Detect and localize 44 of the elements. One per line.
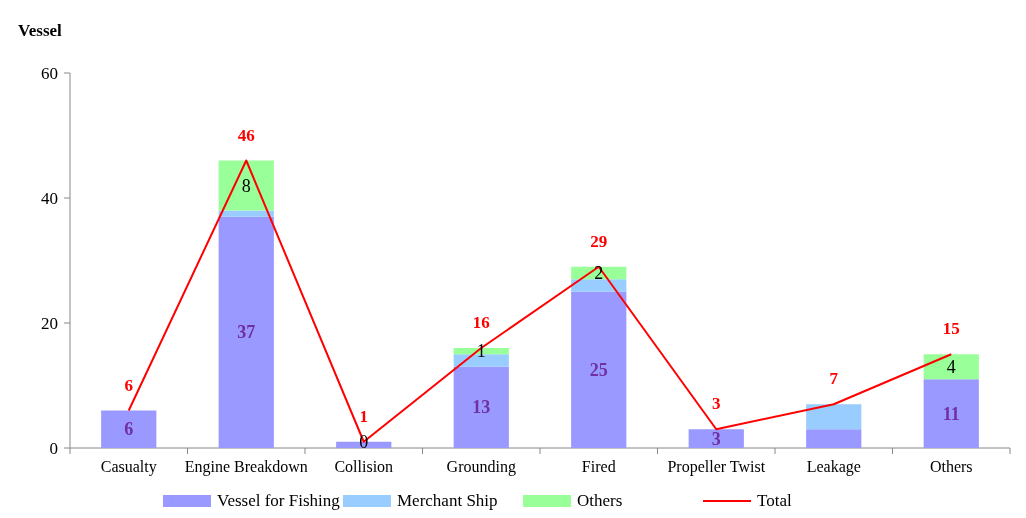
y-tick-label: 40 xyxy=(41,189,58,208)
legend-label: Vessel for Fishing xyxy=(217,491,341,510)
data-label: 6 xyxy=(124,419,134,440)
bar xyxy=(923,379,979,448)
y-tick-label: 20 xyxy=(41,314,58,333)
x-tick-label: Others xyxy=(929,458,973,475)
x-tick-label: Casualty xyxy=(100,458,157,476)
data-label: 11 xyxy=(942,403,960,424)
data-label: 15 xyxy=(942,319,960,339)
data-label: 8 xyxy=(241,175,251,196)
data-label: 16 xyxy=(472,313,490,332)
x-tick-label: Propeller Twist xyxy=(667,458,766,476)
bar xyxy=(453,366,509,448)
data-label: 13 xyxy=(472,397,491,418)
data-label: 29 xyxy=(590,231,608,251)
x-tick-label: Engine Breakdown xyxy=(184,458,308,476)
bar xyxy=(218,216,274,448)
data-label: 4 xyxy=(946,356,956,377)
bar xyxy=(571,279,627,292)
bar xyxy=(923,354,979,380)
x-tick-label: Grounding xyxy=(446,458,516,476)
data-label: 3 xyxy=(711,428,721,449)
x-tick-label: Leakage xyxy=(806,458,861,476)
data-label: 3 xyxy=(712,394,721,414)
data-label: 6 xyxy=(124,375,133,395)
legend-label: Merchant Ship xyxy=(397,491,498,510)
x-tick-label: Collision xyxy=(334,458,394,475)
legend-label: Total xyxy=(757,491,792,510)
data-label: 25 xyxy=(589,359,608,380)
y-tick-label: 0 xyxy=(49,439,58,458)
data-label: 1 xyxy=(359,406,368,426)
data-label: 2 xyxy=(594,263,604,283)
data-label: 46 xyxy=(237,125,255,145)
bar xyxy=(688,429,744,448)
data-label: 37 xyxy=(237,322,256,343)
bar xyxy=(101,410,157,448)
bar xyxy=(806,429,862,448)
x-tick-label: Fired xyxy=(581,458,616,475)
bar xyxy=(571,291,627,448)
bar xyxy=(806,404,862,430)
data-label: 7 xyxy=(829,369,839,389)
y-tick-label: 60 xyxy=(41,64,58,83)
y-axis-title: Vessel xyxy=(18,21,63,40)
legend-label: Others xyxy=(577,491,623,510)
